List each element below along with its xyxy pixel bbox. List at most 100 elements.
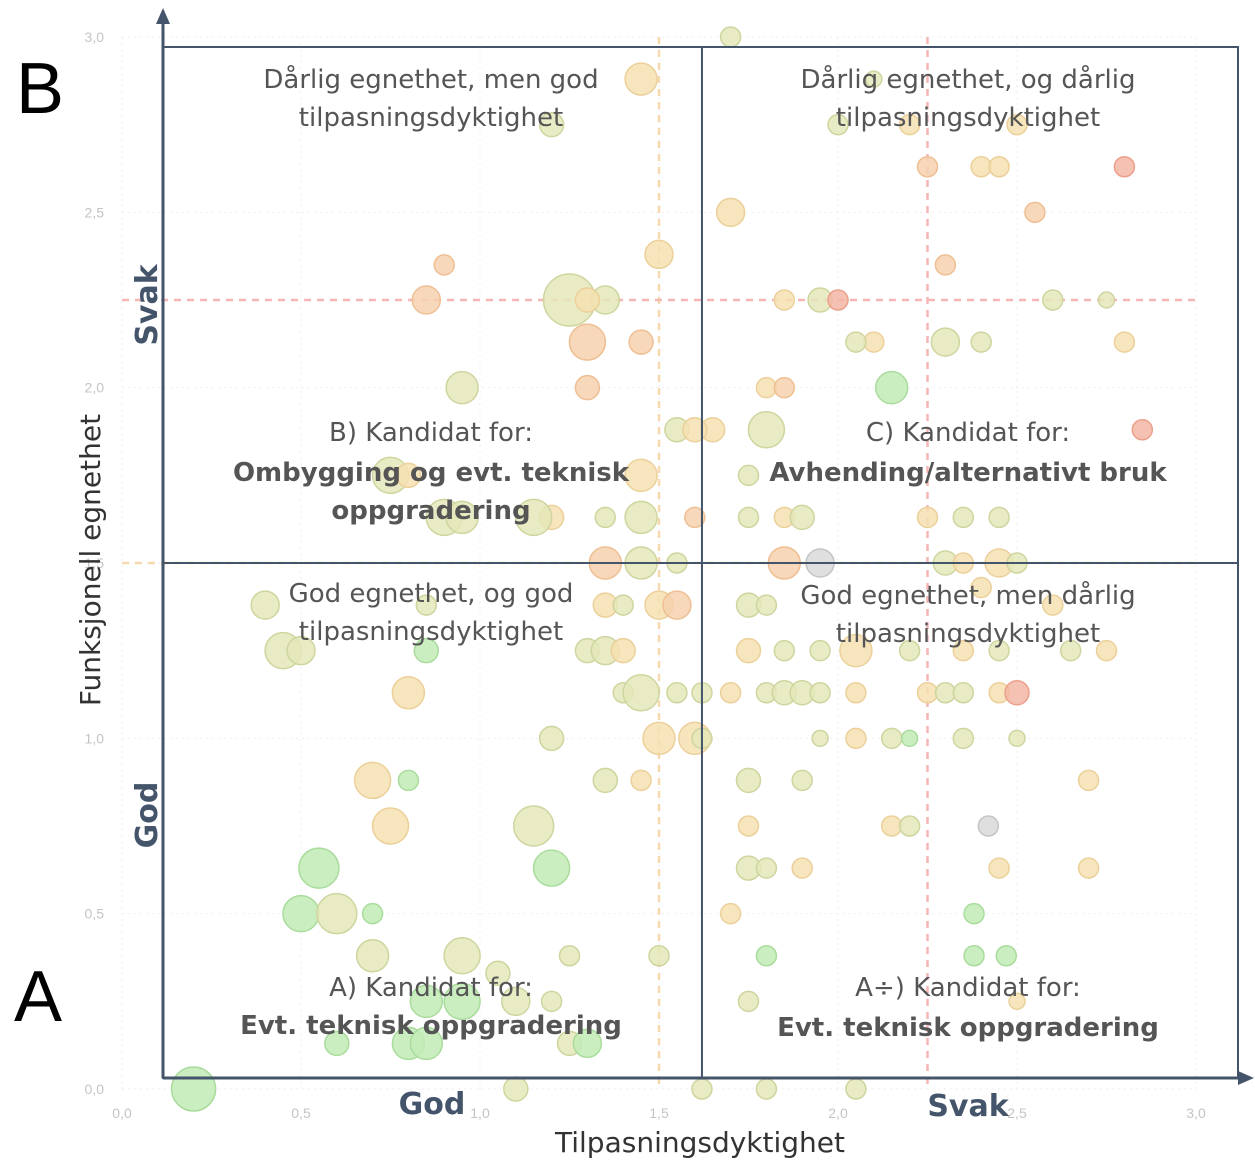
bubble: [503, 1076, 529, 1102]
bubble: [397, 769, 420, 792]
y-axis-high-label: Svak: [130, 263, 165, 345]
bl-line1: God egnethet, og god: [289, 579, 574, 609]
y-tick-label: 2,0: [85, 380, 105, 396]
bubble: [719, 26, 742, 48]
bubble: [952, 506, 975, 529]
bubble: [995, 944, 1018, 967]
bubble: [930, 327, 961, 357]
bubble: [970, 155, 992, 178]
bubble: [1095, 639, 1118, 662]
bubble: [737, 990, 760, 1013]
bubble: [970, 331, 992, 353]
bubble: [1097, 291, 1116, 309]
bubble: [791, 769, 813, 792]
bubble: [735, 767, 762, 794]
bubble: [691, 1078, 713, 1100]
bubble: [568, 323, 607, 361]
bubble: [755, 857, 778, 879]
bubble: [538, 111, 565, 138]
tl-line2: tilpasningsdyktighet: [299, 103, 563, 133]
bubble: [682, 416, 708, 443]
quadrant-bottom-right: God egnethet, men dårlig tilpasningsdykt…: [777, 580, 1159, 1043]
bubble: [1008, 992, 1026, 1011]
bubble: [355, 938, 390, 973]
bubble: [630, 769, 652, 792]
bubble: [845, 331, 867, 353]
bubble: [572, 1028, 603, 1059]
bubble: [809, 681, 831, 704]
bubble: [934, 254, 957, 276]
bubble: [737, 815, 760, 837]
x-tick-label: 2,5: [1007, 1105, 1027, 1121]
bubble: [737, 464, 760, 487]
x-axis-high-label: Svak: [927, 1089, 1009, 1124]
bubble: [391, 675, 426, 710]
axes: [156, 8, 1254, 1085]
bubble: [719, 902, 742, 925]
bubble: [963, 902, 985, 925]
bubble: [409, 984, 444, 1019]
bubble: [863, 331, 885, 353]
bubble: [735, 637, 762, 664]
bubble: [952, 681, 975, 704]
y-axis-arrow: [156, 8, 170, 24]
bubble: [737, 506, 760, 529]
bubble: [898, 113, 921, 136]
bubble: [1042, 594, 1064, 616]
bubble: [684, 506, 706, 529]
bubble: [411, 285, 442, 315]
br-action1: Evt. teknisk oppgradering: [777, 1013, 1159, 1043]
bubble: [1113, 331, 1136, 353]
bubble: [898, 815, 921, 837]
bubble: [501, 986, 531, 1017]
bubble: [755, 376, 778, 399]
bubble: [952, 639, 975, 662]
bubble: [558, 944, 581, 967]
x-axis-title: Tilpasningsdyktighet: [554, 1126, 845, 1159]
bubble: [719, 681, 742, 704]
bubble: [773, 289, 796, 311]
y-tick-label: 2,5: [85, 204, 105, 220]
bubble: [612, 594, 634, 616]
bl-action1: Evt. teknisk oppgradering: [240, 1011, 622, 1041]
br-candidate: A÷) Kandidat for:: [855, 973, 1081, 1003]
tl-candidate: B) Kandidat for:: [329, 418, 533, 448]
bubble: [592, 767, 619, 794]
quadrant-top-right: Dårlig egnethet, og dårlig tilpasningsdy…: [769, 64, 1167, 488]
bubble: [648, 944, 670, 967]
bubble: [988, 639, 1010, 662]
bubble: [1059, 639, 1082, 662]
bubble: [988, 155, 1010, 178]
x-tick-label: 3,0: [1186, 1105, 1206, 1121]
bubble: [594, 506, 617, 529]
x-tick-label: 2,0: [828, 1105, 848, 1121]
bubble: [916, 681, 939, 704]
bubble: [773, 376, 796, 399]
tl-action1: Ombygging og evt. teknisk: [233, 458, 630, 488]
tr-line1: Dårlig egnethet, og dårlig: [801, 64, 1136, 95]
bubble: [845, 1078, 867, 1100]
bubble: [747, 410, 786, 449]
bubble: [827, 113, 849, 136]
y-tick-label: 0,5: [85, 906, 105, 922]
bubble: [916, 155, 939, 178]
bubble: [282, 894, 320, 933]
bubble: [413, 637, 440, 664]
bubble: [324, 1030, 350, 1057]
bubble: [538, 725, 565, 752]
bubbles: [170, 26, 1154, 1112]
bubble: [624, 62, 658, 96]
bubble: [361, 902, 384, 925]
tr-action1: Avhending/alternativt bruk: [769, 458, 1167, 488]
bubble: [250, 590, 280, 620]
bubble: [880, 815, 903, 837]
panel-label-b: B: [16, 49, 64, 129]
x-tick-label: 1,5: [649, 1105, 669, 1121]
bl-line2: tilpasningsdyktighet: [299, 617, 563, 647]
bubble: [977, 815, 1000, 837]
bubble: [845, 727, 867, 750]
quadrant-bottom-left: God egnethet, og god tilpasningsdyktighe…: [240, 579, 622, 1041]
bubble: [485, 960, 511, 987]
